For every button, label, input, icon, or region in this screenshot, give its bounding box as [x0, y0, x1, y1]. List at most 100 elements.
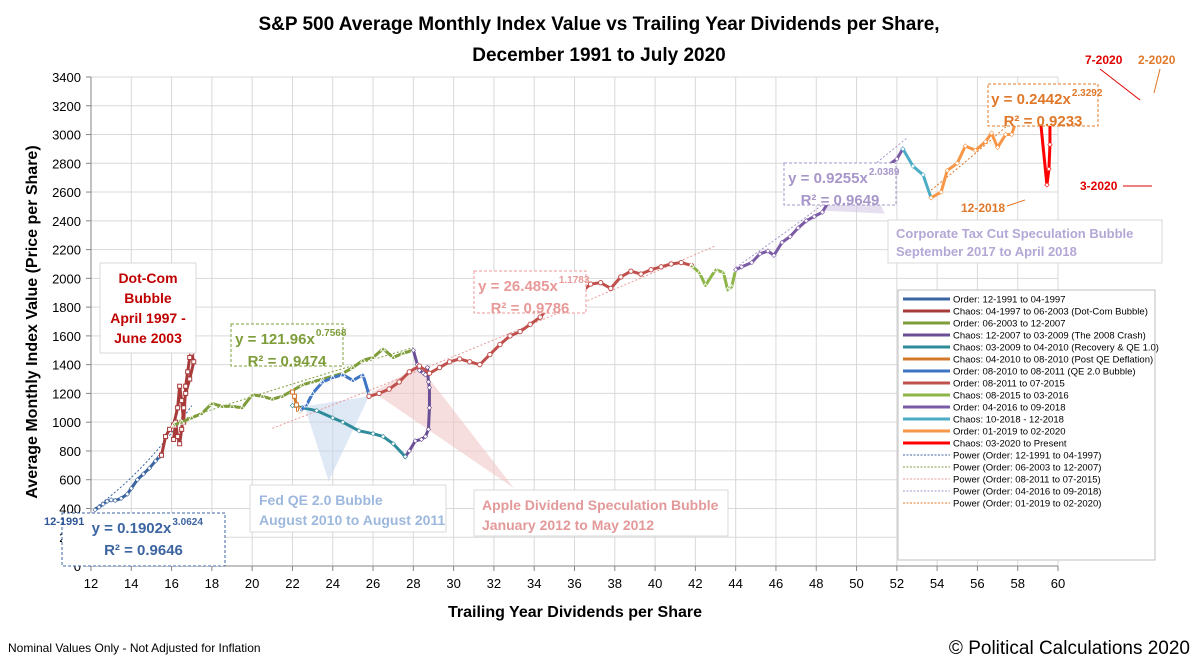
- data-point: [720, 269, 727, 276]
- y-tick-label: 1800: [52, 300, 81, 315]
- data-point: [678, 259, 684, 266]
- data-point: [330, 415, 336, 421]
- equation-box: [230, 323, 344, 367]
- data-point: [279, 392, 286, 399]
- data-point: [497, 341, 503, 348]
- x-tick-label: 40: [648, 576, 662, 591]
- equation-box-2016-2018: y = 0.9255x 2.0389 R² = 0.9649: [783, 162, 900, 209]
- equation-box: [987, 83, 1099, 127]
- series-group: [688, 262, 739, 293]
- series-line: [690, 264, 738, 292]
- data-point: [146, 465, 153, 471]
- data-point: [175, 405, 181, 411]
- x-tick-label: 22: [285, 576, 299, 591]
- apple-callout-shape: [373, 366, 515, 489]
- data-point: [319, 378, 326, 385]
- data-point: [179, 426, 185, 432]
- data-point: [309, 390, 316, 396]
- y-tick-label: 800: [59, 444, 81, 459]
- data-point: [185, 369, 191, 375]
- label-2-2020: 2-2020: [1138, 53, 1176, 67]
- data-point: [187, 376, 193, 382]
- data-point: [795, 225, 801, 231]
- legend-item-label: Chaos: 08-2015 to 03-2016: [953, 391, 1069, 402]
- data-point: [406, 369, 413, 375]
- equation-exponent: 2.3292: [1072, 88, 1103, 99]
- data-point: [183, 383, 189, 389]
- data-point: [944, 167, 950, 174]
- legend-item-label: Order: 08-2011 to 07-2015: [953, 379, 1065, 390]
- x-tick-label: 44: [728, 576, 742, 591]
- data-point: [228, 403, 236, 409]
- apple-annotation-text: Apple Dividend Speculation Bubble: [482, 497, 719, 513]
- data-point: [396, 379, 402, 385]
- data-point: [297, 407, 304, 414]
- y-tick-label: 3400: [52, 70, 81, 85]
- data-point: [587, 281, 594, 287]
- data-point: [702, 282, 709, 288]
- data-point: [339, 371, 347, 378]
- data-point: [140, 471, 147, 477]
- x-tick-label: 50: [849, 576, 863, 591]
- data-point: [696, 269, 703, 276]
- label-7-2020: 7-2020: [1085, 53, 1123, 67]
- x-tick-label: 28: [406, 576, 420, 591]
- data-point: [356, 428, 362, 434]
- data-point: [188, 414, 195, 421]
- data-point: [811, 213, 817, 220]
- equation-text: y = 26.485x: [478, 278, 558, 295]
- legend-item-label: Order: 12-1991 to 04-1997: [953, 295, 1066, 306]
- data-point: [370, 431, 376, 437]
- data-point: [171, 436, 177, 442]
- y-tick-label: 600: [59, 473, 81, 488]
- data-point: [712, 266, 719, 273]
- data-point: [994, 144, 1001, 151]
- data-point: [366, 393, 372, 399]
- equation-box: [473, 270, 587, 314]
- legend-item-label: Power (Order: 01-2019 to 02-2020): [953, 499, 1101, 510]
- x-tick-label: 52: [890, 576, 904, 591]
- data-point: [425, 426, 432, 432]
- r-squared-text: R² = 0.9474: [248, 353, 327, 370]
- tax-cut-annotation-box: [887, 219, 1163, 264]
- equation-box-1991-1997: y = 0.1902x 3.0624 R² = 0.9646: [61, 512, 226, 567]
- data-point: [982, 139, 989, 145]
- tax-cut-annotation-text: September 2017 to April 2018: [896, 244, 1077, 259]
- data-point: [369, 354, 377, 360]
- legend-item-label: Chaos: 12-2007 to 03-2009 (The 2008 Cras…: [953, 331, 1146, 342]
- y-tick-label: 2800: [52, 156, 81, 171]
- data-point: [178, 418, 185, 425]
- x-tick-label: 56: [970, 576, 984, 591]
- data-point: [739, 264, 745, 270]
- data-point: [291, 393, 297, 399]
- y-axis-label: Average Monthly Index Value (Price per S…: [24, 145, 41, 498]
- data-point: [728, 283, 735, 290]
- data-point: [765, 248, 771, 254]
- series-group: [297, 371, 373, 414]
- copyright: © Political Calculations 2020: [949, 638, 1190, 659]
- x-tick-label: 42: [688, 576, 702, 591]
- x-tick-label: 54: [930, 576, 944, 591]
- x-axis-label: Trailing Year Dividends per Share: [448, 604, 702, 621]
- equation-box: [61, 512, 226, 567]
- arrow-7-2020: [1099, 68, 1141, 101]
- y-tick-label: 1400: [52, 358, 81, 373]
- data-point: [108, 497, 114, 503]
- equation-exponent: 3.0624: [172, 517, 203, 528]
- data-point: [412, 438, 418, 444]
- y-tick-label: 2600: [52, 185, 81, 200]
- bubble-callout-shapes: [304, 166, 885, 489]
- dotcom-annotation-text: June 2003: [114, 330, 182, 346]
- x-tick-label: 14: [124, 576, 138, 591]
- legend-item-label: Power (Order: 06-2003 to 12-2007): [953, 463, 1101, 474]
- data-point: [198, 410, 205, 416]
- data-point: [424, 364, 431, 371]
- equation-text: y = 0.9255x: [788, 170, 868, 187]
- legend-item-label: Chaos: 04-2010 to 08-2010 (Post QE Defla…: [953, 355, 1153, 366]
- footer-note: Nominal Values Only - Not Adjusted for I…: [8, 641, 261, 655]
- trendline: [94, 405, 193, 509]
- legend-item-label: Order: 08-2010 to 08-2011 (QE 2.0 Bubble…: [953, 367, 1136, 378]
- x-tick-label: 18: [205, 576, 219, 591]
